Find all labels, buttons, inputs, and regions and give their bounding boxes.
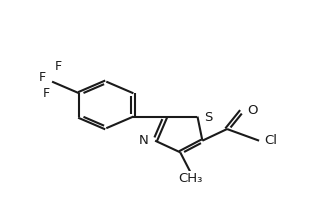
Text: Cl: Cl — [264, 134, 277, 147]
Text: CH₃: CH₃ — [178, 172, 202, 185]
Text: F: F — [42, 87, 50, 100]
Text: O: O — [247, 104, 257, 117]
Text: F: F — [39, 71, 46, 84]
Text: F: F — [55, 60, 62, 73]
Text: N: N — [138, 134, 148, 147]
Text: S: S — [204, 111, 212, 124]
